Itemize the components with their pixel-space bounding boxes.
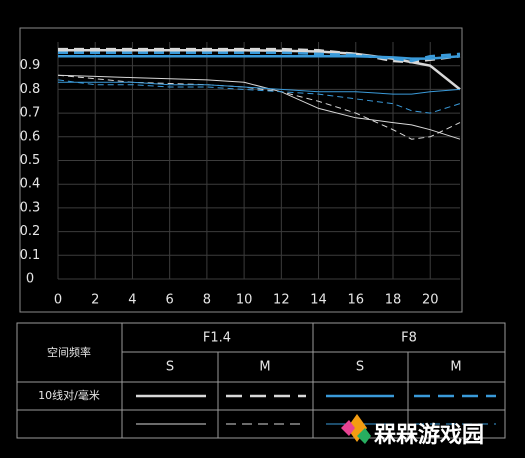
- watermark-logo: [341, 420, 355, 436]
- table-header: 空间频率: [47, 345, 91, 359]
- x-tick-label: 20: [422, 293, 439, 308]
- watermark-logo: [357, 428, 371, 444]
- y-tick-label: 0.7: [20, 106, 41, 121]
- x-tick-label: 18: [385, 293, 402, 308]
- y-tick-label: 0.5: [20, 153, 41, 168]
- direction-label: S: [356, 360, 364, 375]
- chart-frame: [19, 27, 463, 313]
- table-frame: [16, 322, 506, 439]
- x-tick-label: 6: [166, 293, 174, 308]
- x-tick-label: 0: [54, 293, 62, 308]
- series-line: [58, 51, 461, 63]
- x-tick-label: 10: [236, 293, 253, 308]
- x-tick-label: 12: [273, 293, 290, 308]
- x-tick-label: 16: [348, 293, 365, 308]
- aperture-label: F1.4: [203, 331, 231, 346]
- direction-label: M: [450, 360, 461, 375]
- y-tick-label: 0.6: [20, 129, 41, 144]
- direction-label: M: [259, 360, 270, 375]
- y-tick-label: 0.3: [20, 200, 41, 215]
- series-line: [58, 54, 461, 60]
- grid: [57, 42, 460, 280]
- x-tick-label: 14: [310, 293, 327, 308]
- direction-label: S: [166, 360, 174, 375]
- series-line: [58, 81, 461, 95]
- legend-table: 空间频率 F1.4 F8 S M S M 10线对/毫米: [16, 322, 506, 439]
- y-tick-label: 0.1: [20, 248, 41, 263]
- series-line: [57, 79, 461, 114]
- legend-swatches: [136, 394, 496, 425]
- watermark: 槑槑游戏园: [341, 414, 484, 448]
- y-tick-label: 0.4: [20, 177, 41, 192]
- x-tick-label: 2: [91, 293, 99, 308]
- aperture-label: F8: [401, 331, 417, 346]
- x-tick-label: 8: [203, 293, 211, 308]
- x-tick-label: 4: [128, 293, 136, 308]
- row-label: 10线对/毫米: [38, 388, 100, 402]
- y-tick-label: 0.9: [20, 58, 41, 73]
- y-tick-label: 0.8: [20, 82, 41, 97]
- watermark-text: 槑槑游戏园: [374, 422, 484, 448]
- y-tick-label: 0: [26, 272, 34, 287]
- y-tick-label: 0.2: [20, 224, 41, 239]
